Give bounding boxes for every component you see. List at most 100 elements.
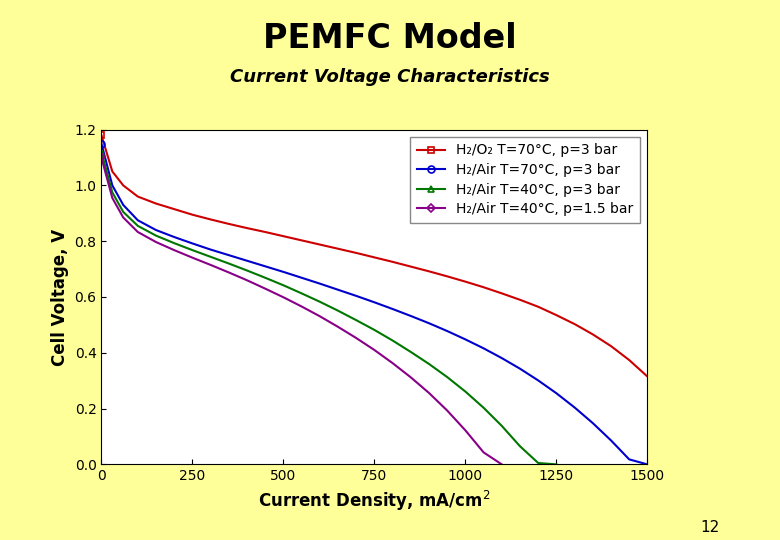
H₂/Air T=40°C, p=1.5 bar — [352, 335, 361, 341]
H₂/Air T=40°C, p=1.5 bar — [406, 374, 416, 381]
H₂/Air T=40°C, p=3 bar — [497, 423, 506, 429]
H₂/Air T=70°C, p=3 bar — [224, 252, 233, 258]
H₂/Air T=40°C, p=1.5 bar — [315, 313, 324, 320]
H₂/O₂ T=70°C, p=3 bar — [370, 254, 379, 261]
H₂/O₂ T=70°C, p=3 bar — [278, 233, 288, 239]
H₂/Air T=40°C, p=3 bar — [188, 247, 197, 253]
H₂/O₂ T=70°C, p=3 bar — [606, 343, 615, 349]
H₂/Air T=40°C, p=3 bar — [169, 240, 179, 246]
H₂/Air T=70°C, p=3 bar — [151, 227, 161, 233]
Y-axis label: Cell Voltage, V: Cell Voltage, V — [51, 228, 69, 366]
H₂/Air T=40°C, p=1.5 bar — [442, 407, 452, 414]
H₂/Air T=40°C, p=1.5 bar — [243, 277, 252, 284]
H₂/Air T=40°C, p=1.5 bar — [297, 303, 307, 310]
H₂/Air T=40°C, p=1.5 bar — [108, 195, 117, 201]
H₂/O₂ T=70°C, p=3 bar — [297, 237, 307, 244]
H₂/O₂ T=70°C, p=3 bar — [224, 221, 233, 227]
Text: 12: 12 — [700, 519, 719, 535]
H₂/Air T=70°C, p=3 bar — [206, 246, 215, 253]
H₂/Air T=70°C, p=3 bar — [643, 461, 652, 468]
H₂/Air T=40°C, p=3 bar — [315, 299, 324, 305]
H₂/O₂ T=70°C, p=3 bar — [315, 241, 324, 248]
H₂/Air T=40°C, p=1.5 bar — [497, 461, 506, 468]
H₂/Air T=40°C, p=3 bar — [151, 232, 161, 239]
H₂/O₂ T=70°C, p=3 bar — [497, 290, 506, 296]
H₂/Air T=40°C, p=1.5 bar — [424, 390, 434, 396]
H₂/O₂ T=70°C, p=3 bar — [188, 212, 197, 218]
Text: PEMFC Model: PEMFC Model — [263, 22, 517, 55]
H₂/Air T=40°C, p=3 bar — [108, 189, 117, 195]
H₂/Air T=70°C, p=3 bar — [570, 404, 580, 411]
H₂/O₂ T=70°C, p=3 bar — [388, 259, 397, 265]
H₂/Air T=40°C, p=1.5 bar — [97, 154, 106, 161]
H₂/O₂ T=70°C, p=3 bar — [406, 264, 416, 270]
Line: H₂/Air T=40°C, p=1.5 bar: H₂/Air T=40°C, p=1.5 bar — [98, 155, 505, 467]
H₂/Air T=40°C, p=3 bar — [297, 290, 307, 296]
H₂/Air T=40°C, p=3 bar — [119, 208, 128, 215]
H₂/O₂ T=70°C, p=3 bar — [551, 312, 561, 319]
H₂/Air T=70°C, p=3 bar — [108, 182, 117, 188]
H₂/Air T=40°C, p=3 bar — [479, 404, 488, 411]
H₂/O₂ T=70°C, p=3 bar — [97, 132, 106, 138]
H₂/O₂ T=70°C, p=3 bar — [108, 168, 117, 175]
Line: H₂/O₂ T=70°C, p=3 bar: H₂/O₂ T=70°C, p=3 bar — [98, 132, 651, 380]
H₂/Air T=70°C, p=3 bar — [370, 299, 379, 306]
H₂/Air T=70°C, p=3 bar — [424, 320, 434, 327]
H₂/Air T=40°C, p=3 bar — [551, 461, 561, 468]
H₂/Air T=40°C, p=3 bar — [461, 388, 470, 395]
H₂/Air T=40°C, p=3 bar — [406, 349, 416, 355]
H₂/O₂ T=70°C, p=3 bar — [479, 284, 488, 291]
H₂/Air T=40°C, p=3 bar — [424, 361, 434, 367]
H₂/Air T=40°C, p=3 bar — [534, 460, 543, 466]
H₂/O₂ T=70°C, p=3 bar — [516, 296, 525, 303]
H₂/Air T=70°C, p=3 bar — [388, 306, 397, 312]
H₂/Air T=40°C, p=1.5 bar — [206, 262, 215, 268]
H₂/Air T=40°C, p=1.5 bar — [224, 269, 233, 276]
H₂/Air T=40°C, p=3 bar — [224, 260, 233, 267]
H₂/O₂ T=70°C, p=3 bar — [461, 279, 470, 285]
H₂/Air T=40°C, p=3 bar — [333, 307, 342, 314]
H₂/Air T=70°C, p=3 bar — [97, 140, 106, 147]
H₂/Air T=70°C, p=3 bar — [551, 390, 561, 396]
H₂/Air T=70°C, p=3 bar — [588, 420, 597, 427]
H₂/Air T=70°C, p=3 bar — [315, 280, 324, 287]
H₂/Air T=70°C, p=3 bar — [243, 258, 252, 264]
H₂/Air T=70°C, p=3 bar — [479, 345, 488, 352]
H₂/Air T=40°C, p=1.5 bar — [261, 285, 270, 292]
H₂/Air T=40°C, p=3 bar — [352, 317, 361, 323]
H₂/Air T=40°C, p=1.5 bar — [151, 239, 161, 245]
H₂/Air T=40°C, p=1.5 bar — [119, 214, 128, 221]
H₂/O₂ T=70°C, p=3 bar — [333, 246, 342, 252]
H₂/Air T=40°C, p=1.5 bar — [461, 427, 470, 434]
H₂/Air T=70°C, p=3 bar — [119, 201, 128, 208]
H₂/Air T=70°C, p=3 bar — [261, 263, 270, 269]
H₂/O₂ T=70°C, p=3 bar — [243, 225, 252, 231]
H₂/Air T=40°C, p=3 bar — [516, 443, 525, 449]
H₂/Air T=70°C, p=3 bar — [133, 217, 143, 224]
Line: H₂/Air T=70°C, p=3 bar: H₂/Air T=70°C, p=3 bar — [98, 140, 651, 468]
H₂/O₂ T=70°C, p=3 bar — [119, 182, 128, 188]
H₂/Air T=70°C, p=3 bar — [497, 355, 506, 361]
H₂/O₂ T=70°C, p=3 bar — [206, 216, 215, 222]
H₂/Air T=40°C, p=1.5 bar — [479, 449, 488, 456]
H₂/Air T=40°C, p=3 bar — [206, 254, 215, 260]
H₂/Air T=70°C, p=3 bar — [188, 240, 197, 247]
H₂/Air T=70°C, p=3 bar — [625, 456, 634, 463]
H₂/O₂ T=70°C, p=3 bar — [133, 193, 143, 200]
H₂/Air T=40°C, p=1.5 bar — [333, 323, 342, 330]
H₂/Air T=40°C, p=1.5 bar — [133, 229, 143, 235]
H₂/O₂ T=70°C, p=3 bar — [352, 249, 361, 256]
H₂/Air T=70°C, p=3 bar — [333, 287, 342, 293]
H₂/O₂ T=70°C, p=3 bar — [625, 357, 634, 363]
H₂/Air T=70°C, p=3 bar — [278, 268, 288, 275]
H₂/Air T=40°C, p=1.5 bar — [388, 360, 397, 366]
H₂/Air T=70°C, p=3 bar — [406, 313, 416, 319]
H₂/O₂ T=70°C, p=3 bar — [534, 303, 543, 310]
H₂/Air T=70°C, p=3 bar — [606, 437, 615, 444]
H₂/Air T=40°C, p=1.5 bar — [278, 294, 288, 301]
H₂/Air T=70°C, p=3 bar — [534, 377, 543, 383]
H₂/O₂ T=70°C, p=3 bar — [261, 229, 270, 235]
H₂/O₂ T=70°C, p=3 bar — [424, 268, 434, 274]
H₂/Air T=40°C, p=1.5 bar — [370, 347, 379, 353]
Text: Current Voltage Characteristics: Current Voltage Characteristics — [230, 68, 550, 85]
